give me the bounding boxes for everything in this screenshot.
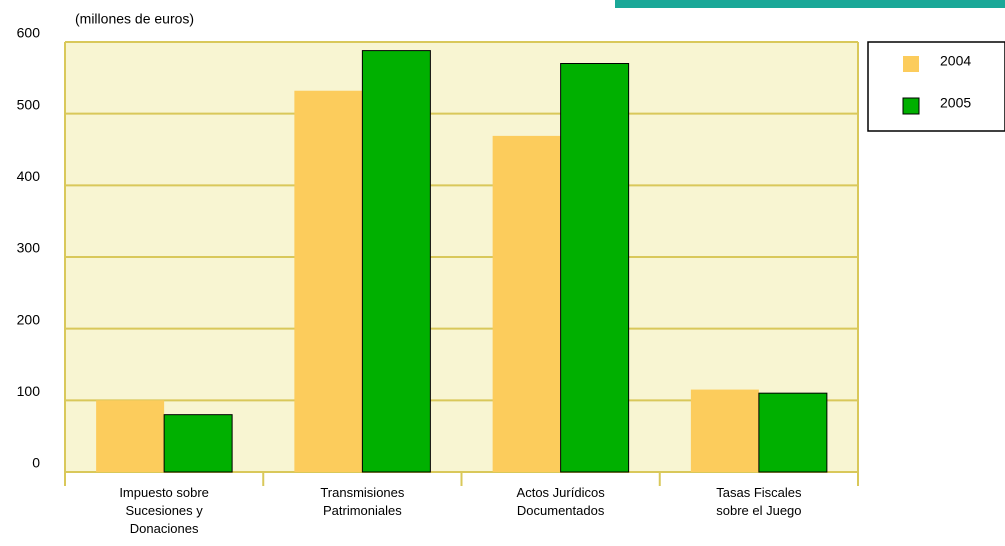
- y-tick-label: 400: [17, 168, 41, 184]
- legend-swatch: [903, 56, 919, 72]
- x-tick-label: Transmisiones Patrimoniales: [320, 485, 405, 518]
- x-tick-label: Actos Jurídicos Documentados: [517, 485, 606, 518]
- y-tick-label: 0: [32, 455, 40, 471]
- y-tick-label: 500: [17, 96, 41, 112]
- y-tick-label: 300: [17, 240, 41, 256]
- x-tick-label: Tasas Fiscales sobre el Juego: [716, 485, 802, 518]
- bar: [492, 135, 561, 472]
- legend-label: 2005: [940, 95, 971, 111]
- bar: [163, 414, 233, 473]
- bar: [560, 63, 630, 473]
- legend: [867, 41, 1005, 132]
- x-tick-label: Impuesto sobre Sucesiones y Donaciones: [119, 485, 209, 536]
- bar: [758, 392, 828, 473]
- y-tick-label: 200: [17, 311, 41, 327]
- bar: [294, 90, 363, 472]
- y-tick-label: 100: [17, 383, 41, 399]
- y-tick-label: 600: [17, 25, 41, 41]
- header-band: [615, 0, 1005, 8]
- unit-label: (millones de euros): [75, 11, 194, 27]
- bar: [690, 389, 759, 472]
- legend-swatch: [902, 97, 920, 115]
- legend-label: 2004: [940, 53, 971, 69]
- bar: [361, 50, 431, 473]
- bar: [96, 400, 165, 472]
